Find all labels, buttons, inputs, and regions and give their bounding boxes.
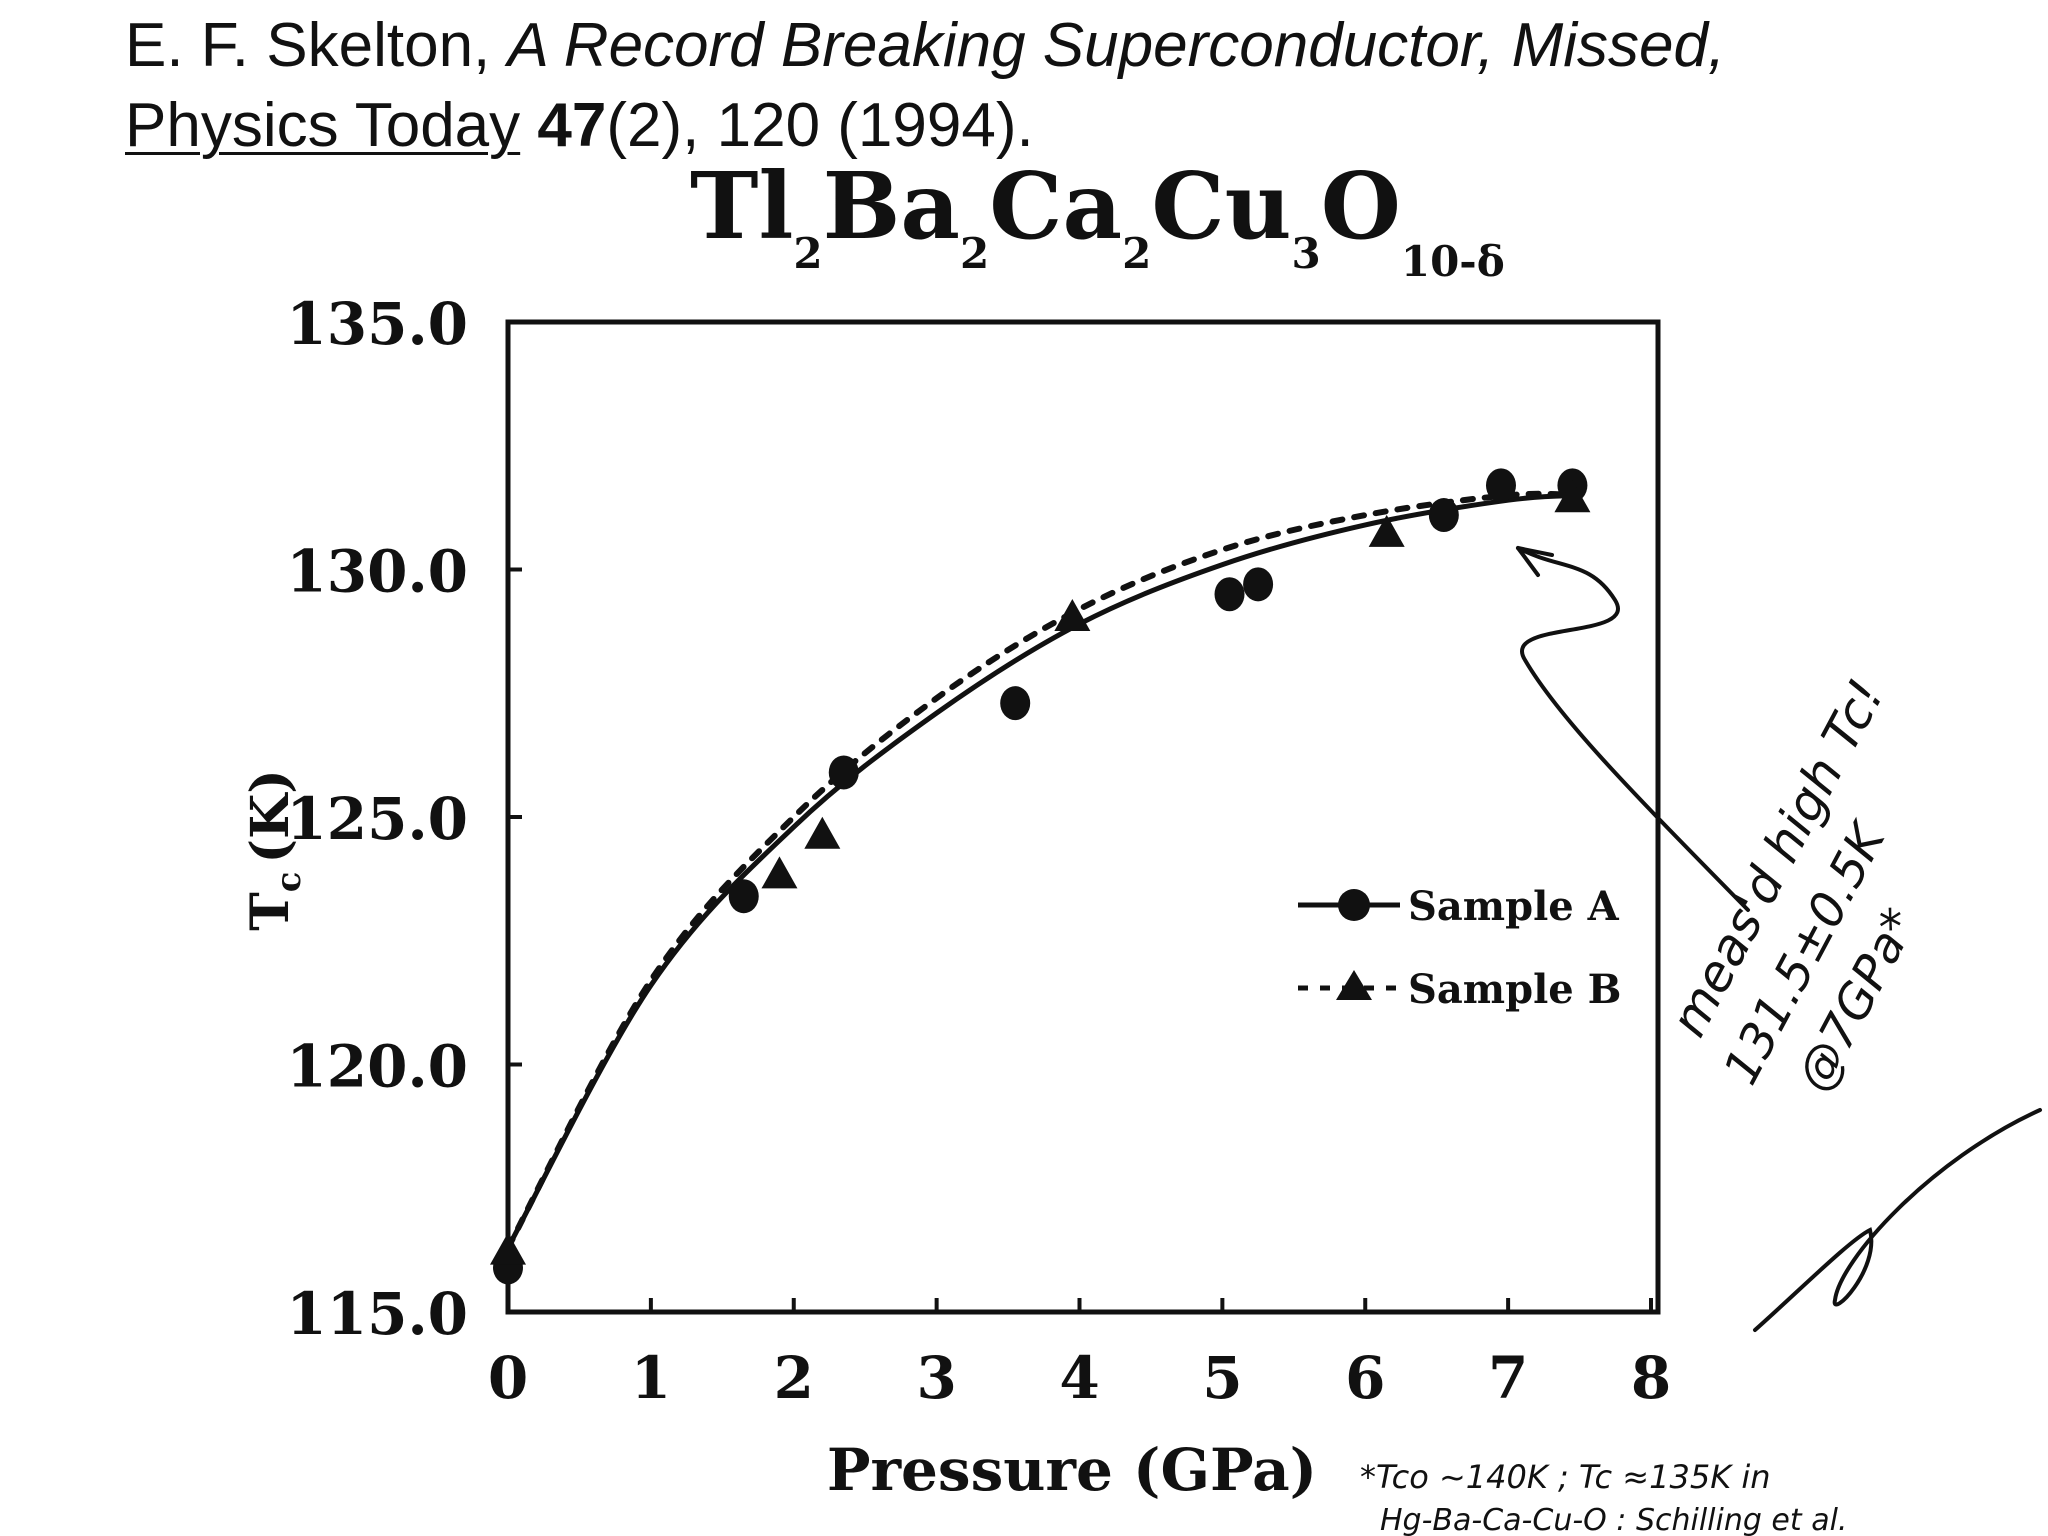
y-tick-label: 115.0 — [286, 1280, 468, 1348]
x-axis-ticks: 0 1 2 3 4 5 6 7 8 — [488, 1298, 1671, 1412]
x-tick-label: 4 — [1059, 1344, 1099, 1412]
citation-volume: 47 — [537, 91, 607, 160]
x-axis-label: Pressure (GPa) — [827, 1436, 1317, 1504]
x-tick-label: 5 — [1202, 1344, 1242, 1412]
citation-line-2: Physics Today 47(2), 120 (1994). — [125, 86, 1725, 166]
footnote-line-2: Hg-Ba-Ca-Cu-O : Schilling et al. — [1380, 1503, 1847, 1536]
legend-item-sample-a: Sample A — [1298, 883, 1620, 930]
y-axis-ticks: 115.0 120.0 125.0 130.0 135.0 — [286, 290, 522, 1348]
legend-label-sample-b: Sample B — [1408, 966, 1621, 1013]
title-ca: Ca — [989, 152, 1122, 260]
x-tick-label: 2 — [774, 1344, 814, 1412]
handwritten-note: meas'd high Tc! 131.5±0.5K @7GPa* — [1659, 670, 1928, 1100]
fit-curve-sample-a — [505, 492, 1583, 1251]
title-ca-sub: 2 — [1122, 229, 1151, 278]
citation-article-title: A Record Breaking Superconductor, Missed… — [507, 11, 1726, 80]
y-tick-label: 130.0 — [286, 538, 468, 606]
data-point-sample-b — [804, 816, 841, 849]
citation: E. F. Skelton, A Record Breaking Superco… — [125, 6, 1725, 166]
y-tick-label: 125.0 — [286, 785, 468, 853]
y-axis-label: Tc (K) — [240, 769, 309, 931]
x-tick-label: 8 — [1631, 1344, 1671, 1412]
x-tick-label: 3 — [916, 1344, 956, 1412]
title-o-sub: 10-δ — [1401, 237, 1505, 286]
y-tick-label: 135.0 — [286, 290, 468, 358]
x-tick-label: 6 — [1345, 1344, 1385, 1412]
data-point-sample-a — [1428, 498, 1459, 533]
x-tick-label: 7 — [1488, 1344, 1528, 1412]
citation-author: E. F. Skelton, — [125, 11, 508, 80]
chart-title: Tl2Ba2Ca2Cu3O10-δ — [690, 152, 1505, 286]
title-ba: Ba — [823, 152, 960, 260]
annotation-arrow — [1516, 546, 1750, 912]
title-o: O — [1321, 152, 1401, 260]
x-tick-label: 0 — [488, 1344, 528, 1412]
fit-curves — [505, 490, 1583, 1251]
data-point-sample-a — [728, 879, 759, 914]
data-point-sample-a — [1000, 686, 1031, 721]
data-point-sample-b — [761, 856, 798, 889]
footnote-line-1: *Tco ~140K ; Tc ≈135K in — [1360, 1458, 1771, 1496]
legend-item-sample-b: Sample B — [1298, 966, 1621, 1013]
legend-label-sample-a: Sample A — [1408, 883, 1620, 930]
data-point-sample-a — [1243, 567, 1274, 602]
title-tl-sub: 2 — [793, 229, 822, 278]
legend: Sample A Sample B — [1298, 883, 1621, 1013]
annotation-arrowhead — [1516, 546, 1554, 577]
data-point-sample-a — [1214, 577, 1245, 612]
plot-frame — [505, 319, 1661, 1315]
y-tick-label: 120.0 — [286, 1033, 468, 1101]
data-point-sample-b — [1554, 480, 1591, 513]
data-points — [490, 468, 1591, 1285]
y-axis-label-unit: (K) — [240, 769, 301, 863]
citation-issue-pages-year: (2), 120 (1994). — [606, 91, 1034, 160]
y-axis-label-sub: c — [269, 872, 309, 893]
data-point-sample-b — [490, 1232, 526, 1265]
y-axis-label-main: T — [240, 892, 301, 931]
data-point-sample-a — [1485, 468, 1516, 503]
x-tick-label: 1 — [631, 1344, 671, 1412]
data-point-sample-a — [828, 755, 859, 790]
data-point-sample-b — [1054, 599, 1091, 631]
annotation-flourish — [1753, 1108, 2042, 1332]
data-point-sample-b — [1368, 514, 1405, 547]
fit-curve-sample-b — [505, 490, 1583, 1251]
title-tl: Tl — [690, 152, 793, 260]
title-ba-sub: 2 — [960, 229, 989, 278]
title-cu: Cu — [1151, 152, 1291, 260]
citation-journal: Physics Today — [125, 91, 521, 160]
title-cu-sub: 3 — [1291, 229, 1320, 278]
citation-line-1: E. F. Skelton, A Record Breaking Superco… — [125, 6, 1725, 86]
